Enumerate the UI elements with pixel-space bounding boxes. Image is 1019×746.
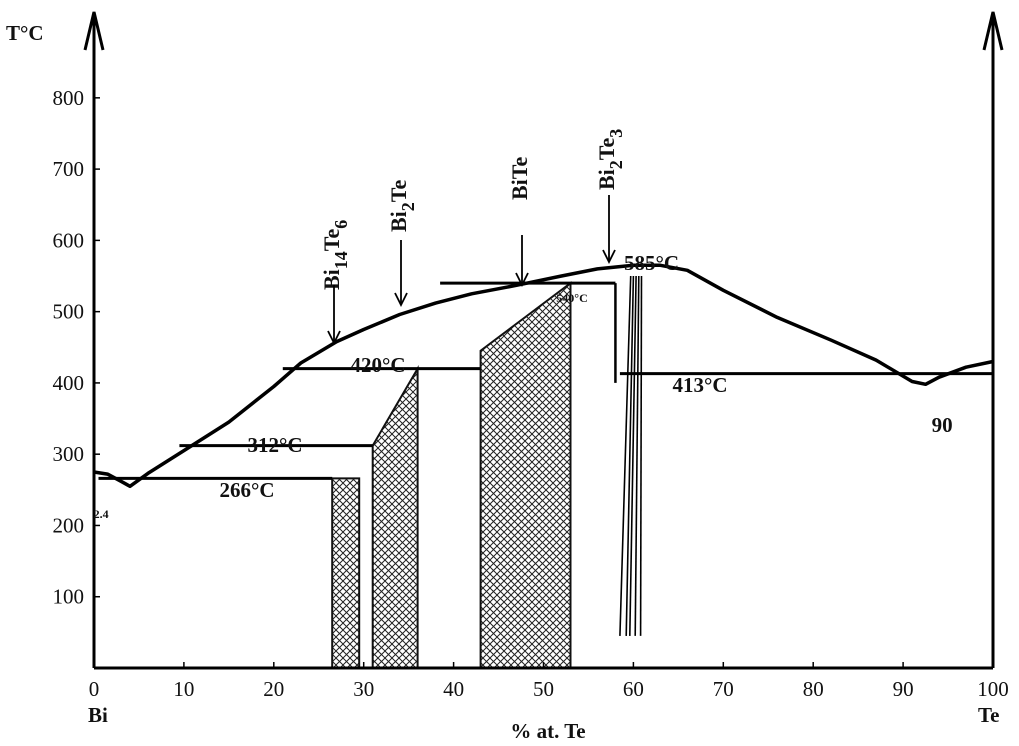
hatched-region-1	[371, 365, 419, 669]
y-tick-label: 700	[53, 157, 85, 181]
x-tick-label: 70	[713, 677, 734, 701]
isotherm-label: 420°C	[350, 353, 405, 377]
phase-name: BiTe	[507, 157, 532, 200]
tick-labels: 0 10 20 30 40 50 60 70 80 90 100 100 200 300 400 500 600…	[53, 86, 1009, 701]
eutectic-label: 2.4	[94, 507, 109, 521]
y-axis-title: T°C	[6, 21, 44, 45]
y-tick-label: 300	[53, 442, 85, 466]
left-component-label: Bi	[88, 703, 108, 727]
phase-label: Bi2Te	[386, 180, 418, 232]
hatched-regions	[331, 281, 572, 669]
phase-arrowhead	[515, 272, 529, 288]
phase-label: Bi14Te6	[319, 220, 351, 290]
x-tick-label: 100	[977, 677, 1009, 701]
isotherm-label: 266°C	[219, 478, 274, 502]
y-axis-right-arrowhead	[982, 11, 1004, 51]
x-tick-label: 50	[533, 677, 554, 701]
eutectic-label: 90	[932, 413, 953, 437]
y-tick-label: 200	[53, 513, 85, 537]
bi2te3-line-1	[625, 275, 635, 636]
y-tick-label: 600	[53, 228, 85, 252]
y-axis-left-arrowhead	[83, 11, 105, 51]
hatched-region-2	[479, 281, 572, 669]
phase-arrowhead	[327, 330, 341, 346]
x-axis-title: % at. Te	[510, 719, 585, 743]
phase-name: Bi2Te3	[594, 129, 626, 190]
y-tick-label: 800	[53, 86, 85, 110]
phase-name: Bi2Te	[386, 180, 418, 232]
phase-label: Bi2Te3	[594, 129, 626, 190]
y-tick-label: 100	[53, 585, 85, 609]
x-tick-label: 90	[893, 677, 914, 701]
bi2te3-line-3	[634, 276, 640, 636]
phase-markers: 585°C 2.4 90 Bi14Te6 Bi2Te BiTe Bi2Te3	[94, 129, 953, 521]
y-tick-label: 500	[53, 300, 85, 324]
liquidus-line	[93, 263, 994, 489]
isotherm-label: 540°C	[556, 291, 587, 305]
phase-arrowhead	[394, 292, 408, 308]
x-tick-label: 60	[623, 677, 644, 701]
x-tick-label: 20	[263, 677, 284, 701]
x-tick-label: 10	[173, 677, 194, 701]
phase-name: Bi14Te6	[319, 220, 351, 290]
isotherm-label: 312°C	[247, 433, 302, 457]
phase-label: BiTe	[507, 157, 532, 200]
isotherm-label: 413°C	[672, 373, 727, 397]
bi2te3-line-0	[619, 275, 632, 636]
x-tick-label: 30	[353, 677, 374, 701]
isotherm-lines: 266°C 312°C 420°C 540°C 413°C	[98, 275, 993, 636]
bi2te3-line-4	[639, 276, 643, 636]
liquidus-curves	[93, 263, 994, 489]
x-tick-label: 0	[89, 677, 100, 701]
y-tick-label: 400	[53, 371, 85, 395]
hatched-region-0	[331, 477, 361, 669]
x-tick-label: 40	[443, 677, 464, 701]
x-tick-label: 80	[803, 677, 824, 701]
maximum-label: 585°C	[624, 251, 679, 275]
bi2te3-line-2	[629, 276, 637, 636]
phase-arrowhead	[602, 249, 616, 265]
axes	[83, 11, 1004, 670]
right-component-label: Te	[978, 703, 999, 727]
